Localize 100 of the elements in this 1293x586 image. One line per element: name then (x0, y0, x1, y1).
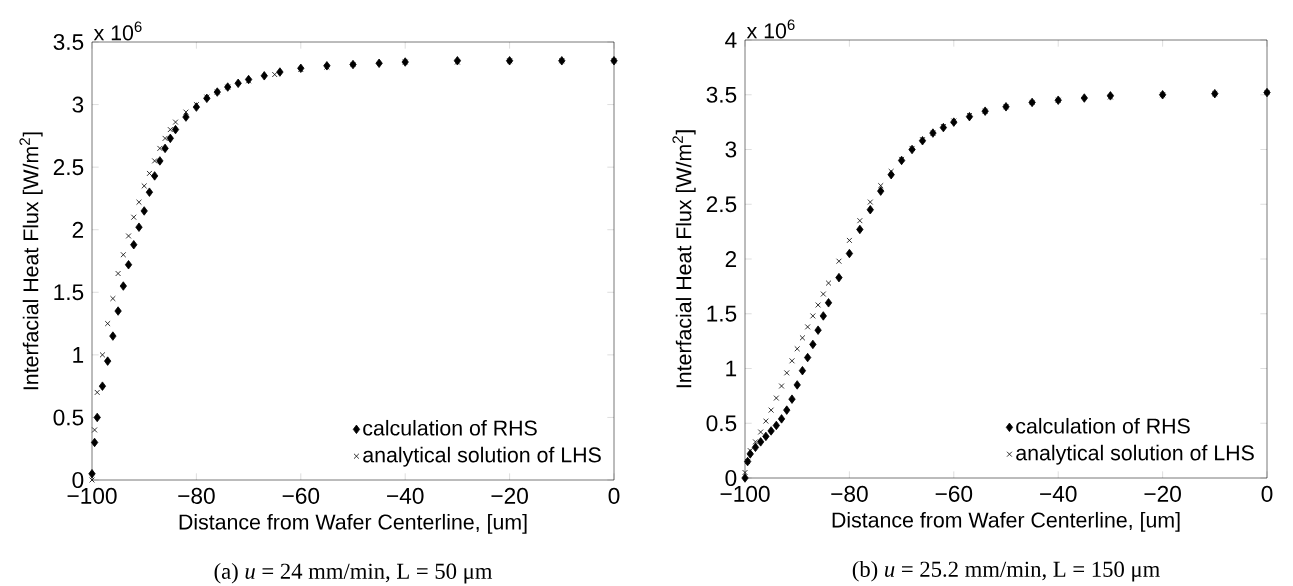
point (772, 420, 780, 431)
text: (a) u = 24 mm/min, L = 50 μm (214, 562, 493, 584)
y-tick-label: 2 (72, 221, 84, 238)
point (167, 126, 174, 133)
point (773, 395, 780, 401)
y-tick-label: 3.5 (706, 86, 737, 103)
point (793, 380, 801, 390)
y-axis-title: Interfacial Heat Flux [W/m$^{2}$] (19, 132, 43, 390)
legend-label: calculation of RHS (363, 419, 537, 436)
point (119, 281, 127, 291)
point (804, 324, 811, 330)
point (752, 439, 759, 445)
point (783, 370, 790, 376)
point (877, 182, 884, 189)
point (109, 331, 117, 341)
y-tick-label: 0.5 (53, 409, 84, 426)
point (836, 258, 842, 265)
point (156, 156, 164, 166)
point (751, 442, 760, 453)
point (835, 272, 843, 283)
point (162, 135, 168, 142)
y-tick-label: 1 (726, 360, 737, 377)
point (747, 447, 754, 454)
point (741, 473, 749, 483)
point (857, 217, 863, 224)
point (877, 186, 885, 196)
y-tick-label: 3 (72, 96, 84, 113)
x-tick-label: −40 (387, 487, 424, 504)
point (815, 302, 821, 308)
point (161, 143, 169, 154)
point (151, 158, 158, 164)
y-tick-label: 3.5 (53, 33, 84, 51)
point (866, 205, 874, 215)
point (135, 222, 143, 232)
point (91, 427, 98, 433)
y-tick-label: 2.5 (706, 196, 737, 213)
x-tick-label: −20 (491, 487, 528, 504)
point (151, 171, 159, 181)
point (798, 366, 807, 376)
legend-label: analytical solution of LHS (363, 446, 601, 467)
point (788, 394, 796, 404)
x-tick-label: −80 (178, 487, 215, 504)
point (375, 58, 383, 68)
point (146, 170, 153, 177)
point (789, 357, 795, 364)
point (260, 71, 268, 81)
point (115, 270, 121, 277)
point (140, 206, 148, 216)
point (757, 429, 764, 435)
x-tick-label: −60 (282, 487, 320, 504)
x-axis-title: Distance from Wafer Centerline, [um] (179, 513, 527, 534)
point (93, 412, 101, 423)
point (234, 78, 242, 88)
y-tick-label: 4 (725, 32, 737, 48)
point (763, 418, 769, 424)
x-tick-label: −40 (1040, 485, 1077, 502)
y-axis-title: Interfacial Heat Flux [W/m$^{2}$] (672, 130, 696, 388)
point (814, 325, 822, 335)
point (182, 112, 190, 122)
point (124, 260, 133, 270)
point (88, 469, 96, 479)
point (845, 248, 854, 259)
point (166, 133, 174, 144)
point (767, 426, 775, 436)
x-tick-label: −80 (831, 485, 868, 502)
y-tick-label: 1.5 (707, 305, 737, 322)
point (778, 383, 785, 389)
point (888, 168, 895, 175)
point (91, 437, 99, 448)
y-tick-label: 0 (72, 471, 84, 489)
point (810, 313, 816, 319)
text: x 10$^{6}$ (93, 21, 142, 41)
y-tick-label: 0.5 (706, 415, 737, 432)
point (125, 233, 132, 239)
point (141, 183, 148, 189)
x-axis-title: Distance from Wafer Centerline, [um] (832, 511, 1180, 532)
point (120, 251, 127, 258)
point (856, 224, 864, 235)
point (768, 407, 774, 413)
point (130, 240, 138, 250)
point (271, 71, 278, 78)
point (819, 311, 827, 321)
point (777, 414, 786, 424)
x-tick-label: −20 (1144, 485, 1181, 502)
point (757, 437, 765, 447)
point (809, 339, 817, 350)
point (820, 291, 827, 297)
point (824, 298, 833, 308)
point (110, 295, 116, 302)
point (157, 145, 163, 152)
y-tick-label: 0 (725, 469, 737, 487)
y-tick-label: 2.5 (53, 159, 84, 176)
x-tick-label: −60 (935, 485, 973, 502)
legend-label: analytical solution of LHS (1016, 444, 1254, 465)
x-tick-label: −100 (720, 485, 770, 502)
text: (b) u = 25.2 mm/min, L = 150 μm (852, 560, 1160, 582)
point (114, 306, 122, 316)
point (742, 469, 748, 476)
point (846, 237, 853, 244)
point (130, 214, 137, 221)
